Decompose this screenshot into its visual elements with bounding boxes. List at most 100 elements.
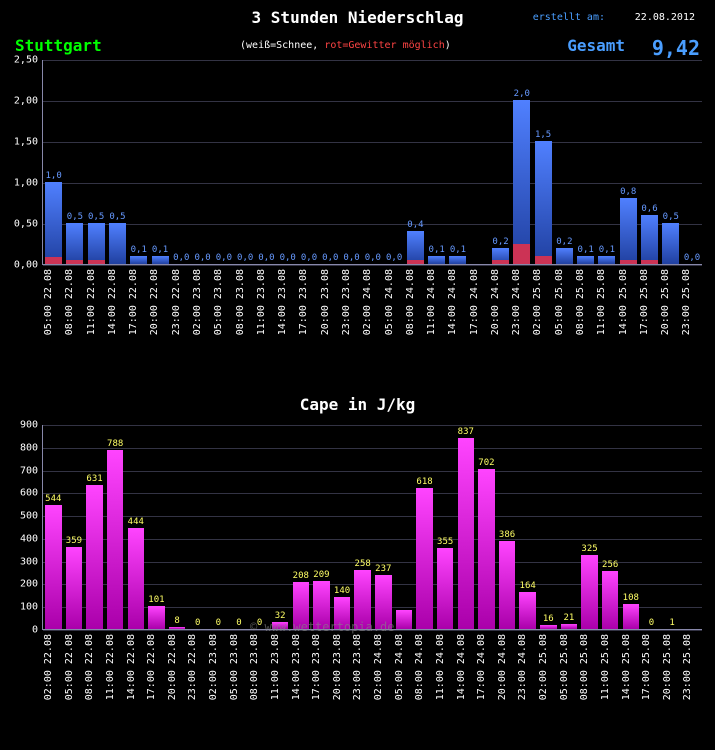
ytick: 500 [20,511,43,522]
bar-label: 355 [437,537,453,547]
bar: 0,1 [130,256,147,264]
xtick: 17:00 22.08 [146,634,167,700]
xtick: 05:00 23.08 [229,634,250,700]
xtick: 11:00 22.08 [86,269,107,335]
bar-label: 0,5 [663,212,679,222]
chart1-title: 3 Stunden Niederschlag [252,8,464,27]
bar-label: 140 [334,586,350,596]
bar-label: 0,0 [280,253,296,263]
bar: 2,0 [513,100,530,264]
bar-label: 208 [293,571,309,581]
bar-label: 386 [499,530,515,540]
xtick: 11:00 24.08 [426,269,447,335]
xtick: 14:00 23.08 [277,269,298,335]
bar-label: 0,1 [599,245,615,255]
xtick: 08:00 24.08 [405,269,426,335]
ytick: 1,50 [14,137,43,148]
bar-thunderstorm [535,256,552,264]
precipitation-chart: 0,000,501,001,502,002,501,00,50,50,50,10… [42,60,702,265]
xtick: 14:00 25.08 [621,634,642,700]
xtick: 14:00 22.08 [126,634,147,700]
bar: 0,5 [662,223,679,264]
bar-label: 16 [543,614,554,624]
bar-label: 1,0 [45,171,61,181]
xtick: 11:00 25.08 [596,269,617,335]
xtick: 02:00 24.08 [362,269,383,335]
bar: 0,1 [598,256,615,264]
ytick: 0,50 [14,219,43,230]
ytick: 400 [20,533,43,544]
xtick: 23:00 22.08 [171,269,192,335]
bar: 544 [45,505,62,629]
bar-thunderstorm [513,244,530,265]
bar-label: 8 [174,616,179,626]
xtick: 05:00 23.08 [213,269,234,335]
bar-label: 0,4 [407,220,423,230]
bar: 788 [107,450,124,629]
bar: 0,5 [66,223,83,264]
location-label: Stuttgart [15,36,102,55]
watermark: © www.wettertopia.de [250,620,395,634]
xtick: 08:00 23.08 [249,634,270,700]
xtick: 20:00 25.08 [662,634,683,700]
bar: 0,1 [577,256,594,264]
xtick: 14:00 25.08 [618,269,639,335]
xtick: 20:00 22.08 [167,634,188,700]
xtick: 17:00 25.08 [641,634,662,700]
xtick: 23:00 25.08 [682,634,703,700]
xtick: 08:00 25.08 [575,269,596,335]
xtick: 02:00 23.08 [208,634,229,700]
ytick: 700 [20,465,43,476]
bar: 0,1 [449,256,466,264]
bar-label: 0,6 [641,204,657,214]
cape-chart: 0100200300400500600700800900544359631788… [42,425,702,630]
ytick: 600 [20,488,43,499]
xtick: 23:00 23.08 [352,634,373,700]
bar-label: 544 [45,494,61,504]
legend: (weiß=Schnee, rot=Gewitter möglich) [240,40,451,51]
xtick: 23:00 24.08 [517,634,538,700]
bar-label: 0,2 [556,237,572,247]
bar: 0,2 [556,248,573,264]
bar: 702 [478,469,495,629]
bar: 0,1 [152,256,169,264]
bar-label: 0,0 [216,253,232,263]
bar-label: 618 [416,477,432,487]
chart2-title: Cape in J/kg [0,395,715,414]
xtick: 23:00 25.08 [681,269,702,335]
xtick: 05:00 22.08 [43,269,64,335]
xtick: 20:00 24.08 [490,269,511,335]
bar-label: 0,0 [301,253,317,263]
ytick: 100 [20,602,43,613]
bar-label: 0 [649,618,654,628]
xtick: 20:00 23.08 [332,634,353,700]
bar-label: 164 [520,581,536,591]
ytick: 200 [20,579,43,590]
xtick: 08:00 22.08 [64,269,85,335]
xtick: 08:00 25.08 [579,634,600,700]
bar: 256 [602,571,619,629]
xtick: 14:00 22.08 [107,269,128,335]
xtick: 20:00 24.08 [497,634,518,700]
bar: 0,8 [620,198,637,264]
ytick: 900 [20,420,43,431]
ytick: 2,00 [14,96,43,107]
bar-label: 0,0 [343,253,359,263]
bar-label: 258 [355,559,371,569]
bar-label: 837 [458,427,474,437]
xtick: 17:00 25.08 [639,269,660,335]
bar-label: 0,0 [365,253,381,263]
bar-label: 0,0 [258,253,274,263]
bar: 386 [499,541,516,629]
bar-label: 0,1 [578,245,594,255]
bar-label: 788 [107,439,123,449]
xtick: 11:00 22.08 [105,634,126,700]
ytick: 800 [20,442,43,453]
bar-label: 0,0 [386,253,402,263]
ytick: 1,00 [14,178,43,189]
xtick: 23:00 22.08 [187,634,208,700]
bar-label: 0,8 [620,187,636,197]
bar-label: 0,1 [429,245,445,255]
bar-label: 0,2 [492,237,508,247]
bar-label: 256 [602,560,618,570]
